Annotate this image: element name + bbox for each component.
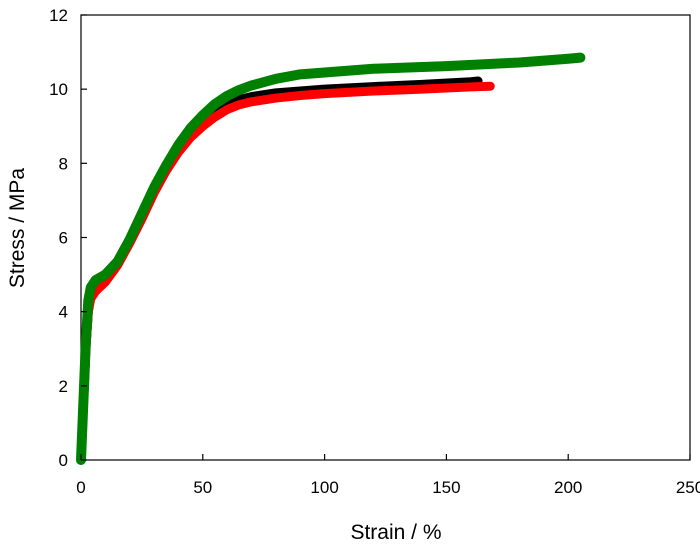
y-axis-title: Stress / MPa [6,168,29,289]
x-axis-ticks: 0 50 100 150 200 250 [76,454,700,497]
x-axis-title: Strain / % [350,521,441,544]
y-tick-label: 12 [49,6,68,25]
x-tick-label: 250 [676,478,700,497]
series-line-3 [76,52,586,465]
x-tick-label: 200 [554,478,582,497]
x-tick-label: 0 [76,478,85,497]
y-tick-label: 2 [59,377,68,396]
y-tick-label: 6 [59,229,68,248]
y-axis-ticks: 0 2 4 6 8 10 12 [49,6,87,470]
series-line-2 [76,81,495,465]
x-tick-label: 150 [432,478,460,497]
series-layer [76,52,586,465]
x-tick-label: 100 [310,478,338,497]
series-line-1 [76,76,483,465]
y-tick-label: 8 [59,154,68,173]
y-tick-label: 10 [49,80,68,99]
y-tick-label: 0 [59,451,68,470]
y-tick-label: 4 [59,303,68,322]
x-tick-label: 50 [193,478,212,497]
